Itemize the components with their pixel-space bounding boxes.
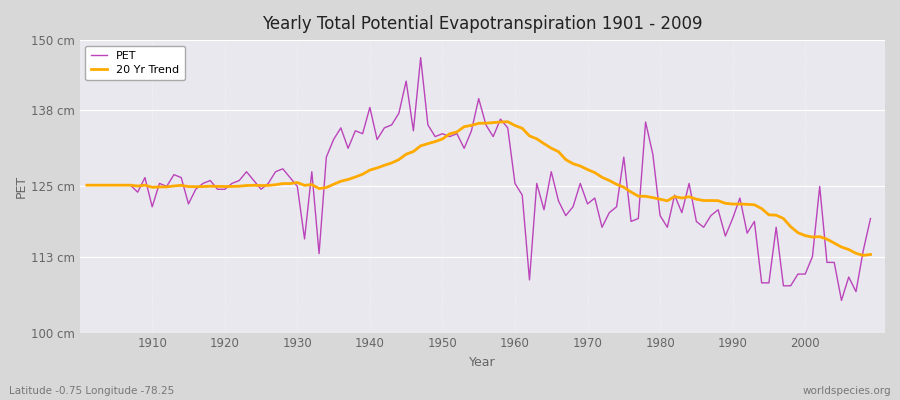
Line: PET: PET xyxy=(87,58,870,300)
Legend: PET, 20 Yr Trend: PET, 20 Yr Trend xyxy=(86,46,185,80)
20 Yr Trend xyxy=(604,178,615,183)
PET xyxy=(82,183,93,188)
Text: worldspecies.org: worldspecies.org xyxy=(803,386,891,396)
20 Yr Trend xyxy=(517,126,527,131)
20 Yr Trend xyxy=(299,183,310,188)
PET xyxy=(299,236,310,241)
Text: Latitude -0.75 Longitude -78.25: Latitude -0.75 Longitude -78.25 xyxy=(9,386,175,396)
Y-axis label: PET: PET xyxy=(15,175,28,198)
20 Yr Trend xyxy=(82,183,93,188)
X-axis label: Year: Year xyxy=(469,356,496,369)
PET xyxy=(343,146,354,151)
20 Yr Trend xyxy=(343,177,354,182)
PET xyxy=(604,210,615,215)
PET xyxy=(865,216,876,221)
PET xyxy=(509,181,520,186)
Title: Yearly Total Potential Evapotranspiration 1901 - 2009: Yearly Total Potential Evapotranspiratio… xyxy=(262,15,703,33)
20 Yr Trend xyxy=(140,183,150,188)
PET xyxy=(140,175,150,180)
PET xyxy=(415,55,426,60)
20 Yr Trend xyxy=(502,119,513,124)
20 Yr Trend xyxy=(858,253,868,258)
PET xyxy=(517,193,527,198)
20 Yr Trend xyxy=(509,123,520,128)
PET xyxy=(836,298,847,303)
20 Yr Trend xyxy=(865,252,876,257)
Line: 20 Yr Trend: 20 Yr Trend xyxy=(87,122,870,255)
